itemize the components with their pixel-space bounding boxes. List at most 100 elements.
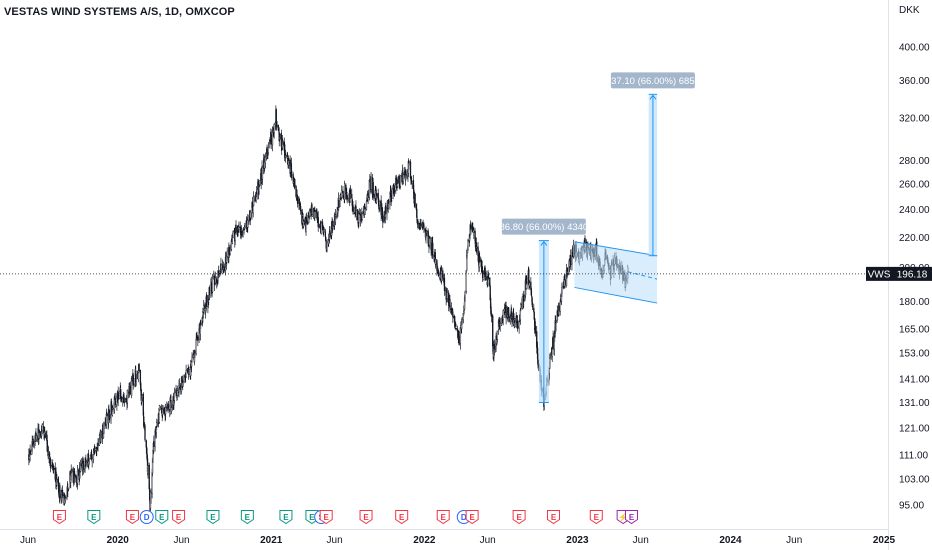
candle-body [449, 299, 451, 309]
candle-body [49, 457, 51, 466]
event-marker-earnings[interactable]: E [172, 510, 186, 525]
y-tick-label: 260.00 [899, 180, 930, 191]
event-marker-event_teal[interactable]: E [305, 510, 319, 525]
candle-body [410, 176, 412, 181]
candle-body [308, 210, 311, 217]
y-tick-label: 280.00 [899, 156, 930, 167]
event-marker-earnings[interactable]: E [52, 510, 66, 525]
candle-body [167, 404, 170, 409]
event-marker-letter: E [176, 513, 182, 522]
y-tick-label: 141.00 [899, 375, 930, 386]
x-tick-label: Jun [20, 535, 36, 546]
price-line-layer: VWS 196.18 [0, 266, 932, 281]
candle-body [50, 464, 52, 466]
event-marker-earnings[interactable]: E [512, 510, 526, 525]
candle-body [55, 486, 58, 490]
event-marker-dividend[interactable]: D [139, 510, 154, 524]
candle-body [255, 191, 258, 195]
candle-body [471, 222, 474, 230]
event-marker-earnings[interactable]: E [359, 510, 373, 525]
candle-body [432, 242, 434, 256]
candle-body [151, 458, 154, 474]
event-marker-earnings[interactable]: E [319, 510, 333, 525]
event-marker-letter: E [363, 513, 369, 522]
candle-body [335, 216, 337, 218]
x-tick-label: 2022 [413, 535, 436, 546]
candle-body [376, 194, 378, 196]
event-marker-event_teal[interactable]: E [155, 510, 169, 525]
event-marker-letter: D [144, 513, 150, 522]
event-marker-letter: E [245, 513, 251, 522]
candle-body [435, 258, 437, 265]
event-marker-earnings[interactable]: E [125, 510, 139, 525]
candle-body [235, 224, 237, 234]
candle-body [285, 155, 287, 158]
channel-upper-line[interactable] [574, 241, 658, 257]
candle-body [247, 219, 249, 228]
event-marker-earnings[interactable]: E [547, 510, 561, 525]
candle-body [47, 446, 49, 455]
candle-body [324, 231, 327, 237]
event-marker-earnings[interactable]: E [436, 510, 450, 525]
candle-body [85, 460, 87, 462]
candle-body [135, 378, 137, 380]
candle-body [328, 238, 330, 244]
y-tick-label: 220.00 [899, 233, 930, 244]
event-marker-earnings[interactable]: E [395, 510, 409, 525]
event-marker-letter: E [516, 513, 522, 522]
y-axis: 95.00 103.00 111.00 121.00 131.00 141.00 153.0… [899, 43, 930, 512]
candle-body [332, 221, 334, 227]
event-marker-letter: E [159, 513, 165, 522]
y-tick-label: 103.00 [899, 475, 930, 486]
y-tick-label: 180.00 [899, 297, 930, 308]
y-tick-label: 320.00 [899, 114, 930, 125]
candle-body [390, 200, 393, 202]
candle-body [62, 492, 64, 496]
channel-fill[interactable] [574, 241, 658, 304]
event-marker-event_teal[interactable]: E [87, 510, 101, 525]
candle-body [429, 236, 431, 238]
candle-body [559, 301, 561, 312]
candle-body [305, 217, 308, 223]
channel-lower-line[interactable] [574, 286, 658, 304]
candle-body [164, 407, 167, 415]
event-marker-split[interactable]: E [625, 510, 639, 525]
candle-body [317, 217, 319, 228]
candle-body [103, 422, 105, 434]
candle-body [158, 410, 160, 423]
candle-body [282, 141, 284, 145]
currency-label: DKK [899, 5, 920, 16]
candle-body [290, 163, 293, 175]
candle-body [63, 498, 66, 504]
candle-body [476, 246, 478, 249]
measure-arrow-head [540, 240, 548, 246]
x-tick-label: 2020 [107, 535, 130, 546]
candle-body [473, 229, 475, 233]
candle-body [258, 180, 261, 185]
candle-body [148, 464, 150, 489]
candle-body [373, 194, 375, 198]
candle-body [44, 432, 46, 439]
x-tick-label: 2025 [873, 535, 896, 546]
event-marker-earnings[interactable]: E [589, 510, 603, 525]
candle-body [214, 283, 216, 285]
candle-body [481, 270, 484, 279]
candle-body [217, 270, 220, 276]
event-marker-event_teal[interactable]: E [240, 510, 254, 525]
event-marker-event_teal[interactable]: E [279, 510, 293, 525]
candle-body [288, 160, 290, 166]
event-marker-event_teal[interactable]: E [206, 510, 220, 525]
candle-body [307, 215, 309, 223]
candle-body [571, 252, 573, 265]
candle-body [97, 443, 99, 446]
event-marker-earnings[interactable]: E [465, 510, 479, 525]
candle-body [123, 401, 126, 403]
candle-body [206, 294, 208, 308]
candle-body [492, 315, 494, 347]
candle-body [523, 294, 525, 302]
candle-body [505, 305, 507, 319]
candle-body [490, 313, 493, 317]
candle-body [243, 229, 245, 233]
channel-mid-line[interactable] [627, 271, 658, 280]
